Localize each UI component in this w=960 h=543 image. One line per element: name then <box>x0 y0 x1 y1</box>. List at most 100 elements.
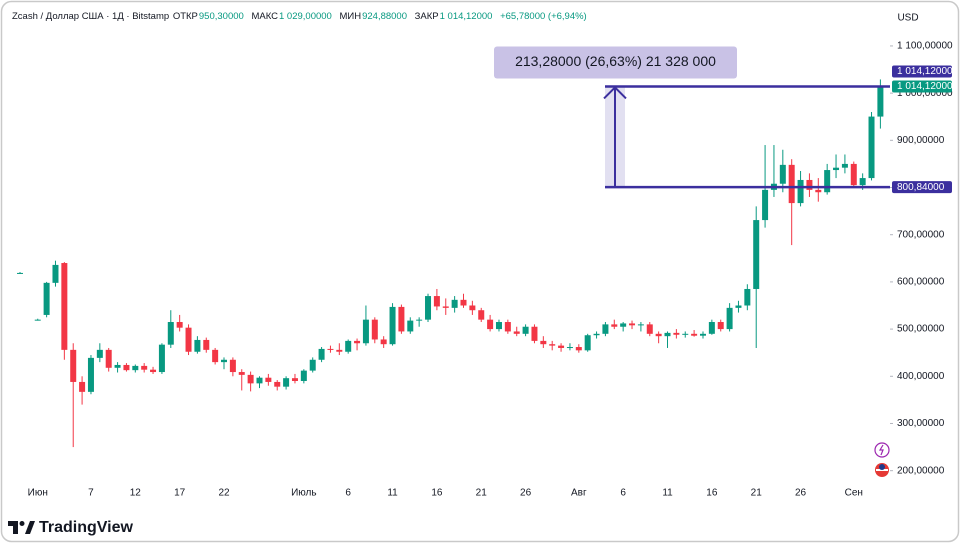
candle-body <box>274 381 281 387</box>
candle-body <box>549 344 556 346</box>
candle-body <box>531 326 538 341</box>
candle-body <box>682 333 689 335</box>
candle-body <box>708 322 715 334</box>
measure-from-label-box <box>892 181 952 194</box>
candle-body <box>593 333 600 336</box>
candle-body <box>345 340 352 352</box>
candle-body <box>850 163 857 186</box>
y-tick-label: 700,00000 <box>897 229 945 240</box>
candle-body <box>132 365 139 371</box>
candle-body <box>229 359 236 373</box>
candle-body <box>762 189 769 221</box>
candle-body <box>629 323 636 326</box>
candle-body <box>442 306 449 308</box>
last-price-label: 1 014,12000 <box>897 81 953 92</box>
candle-body <box>309 359 316 371</box>
y-tick-label: 300,00000 <box>897 418 945 429</box>
candle-body <box>283 378 290 387</box>
candle-body <box>540 340 547 345</box>
candle-body <box>575 347 582 351</box>
candle-body <box>327 348 334 350</box>
candle-body <box>123 364 130 371</box>
candle-body <box>291 378 298 382</box>
candle-body <box>611 324 618 327</box>
candle-body <box>469 305 476 311</box>
candle-body <box>584 335 591 351</box>
candle-body <box>203 339 210 350</box>
candle-body <box>566 347 573 349</box>
candle-body <box>371 319 378 340</box>
x-tick-label: Июль <box>291 488 317 499</box>
candle-body <box>513 331 520 334</box>
x-tick-label: 26 <box>520 488 532 499</box>
candle-body <box>17 272 23 274</box>
candle-body <box>141 365 148 370</box>
low-value: 924,88000 <box>362 11 408 22</box>
candle-body <box>221 359 228 363</box>
open-value: 950,30000 <box>198 11 244 22</box>
candle-body <box>158 344 165 373</box>
y-tick-label: 400,00000 <box>897 371 945 382</box>
candle-body <box>167 322 174 345</box>
x-tick-label: Авг <box>571 488 587 499</box>
candle-body <box>460 299 467 306</box>
candle-body <box>487 319 494 330</box>
candle-body <box>637 324 644 326</box>
candle-body <box>646 324 653 334</box>
x-tick-label: 11 <box>662 488 673 499</box>
x-tick-label: Июн <box>28 488 48 499</box>
candle-body <box>354 340 361 344</box>
candle-body <box>433 296 440 307</box>
candle-body <box>699 333 706 336</box>
candle-body <box>602 324 609 334</box>
candle-body <box>212 349 219 363</box>
measure-from-label: 800,84000 <box>897 182 945 193</box>
x-tick-label: 12 <box>130 488 142 499</box>
y-tick-label: 1 100,00000 <box>897 41 953 52</box>
candle-body <box>185 327 192 352</box>
x-tick-label: 17 <box>174 488 186 499</box>
candle-body <box>620 323 627 327</box>
candle-body <box>194 339 201 352</box>
brand-name: TradingView <box>39 519 134 536</box>
measure-label-box <box>494 46 737 79</box>
candle-body <box>753 220 760 289</box>
candle-body <box>495 322 502 330</box>
candle-body <box>717 322 724 330</box>
y-tick-label: 200,00000 <box>897 465 945 476</box>
candle-body <box>451 299 458 308</box>
candle-body <box>478 310 485 320</box>
close-value: 1 014,12000 <box>439 11 493 22</box>
candle-body <box>79 381 86 392</box>
low-label: МИН <box>339 11 362 22</box>
candle-body <box>362 319 369 344</box>
change: +65,78000 (+6,94%) <box>500 11 587 22</box>
last-price-label-box <box>892 80 952 93</box>
candle-body <box>256 377 263 384</box>
high-value: 1 029,00000 <box>279 11 332 22</box>
candle-body <box>105 349 112 368</box>
x-tick-label: 26 <box>795 488 807 499</box>
x-tick-label: 16 <box>706 488 718 499</box>
y-tick-label: 500,00000 <box>897 324 945 335</box>
candle-body <box>859 178 866 186</box>
candle-body <box>806 179 813 190</box>
x-tick-label: 6 <box>620 488 626 499</box>
open-label: ОТКР <box>172 11 198 22</box>
candle-body <box>664 332 671 337</box>
candle-body <box>877 86 884 117</box>
candle-body <box>176 322 183 328</box>
candle-body <box>150 369 157 373</box>
candle-body <box>70 349 77 382</box>
arrow-head <box>603 86 627 100</box>
close-label: ЗАКР <box>414 11 439 22</box>
measure-to-label-box <box>892 65 952 78</box>
candle-body <box>726 307 733 330</box>
candle-body <box>779 164 786 184</box>
candle-body <box>558 345 565 348</box>
candle-body <box>735 305 742 308</box>
candle-body <box>407 320 414 332</box>
